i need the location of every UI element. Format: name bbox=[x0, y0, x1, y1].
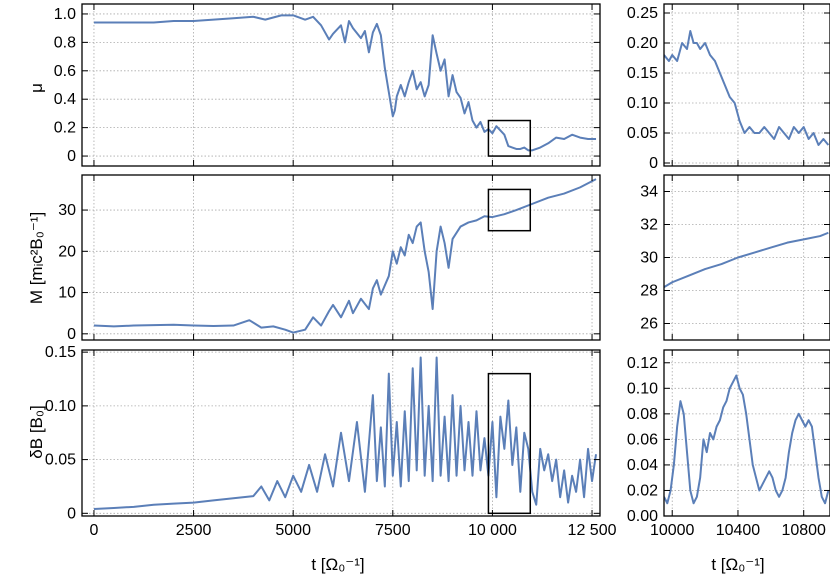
panel-frame bbox=[663, 3, 830, 167]
y-tick-label: 0.05 bbox=[627, 125, 658, 142]
x-tick-label: 10800 bbox=[781, 522, 826, 539]
x-tick-label: 0 bbox=[90, 522, 99, 539]
y-tick-label: 34 bbox=[640, 184, 658, 201]
y-tick-label: 0.10 bbox=[45, 398, 76, 415]
y-tick-label: 0.00 bbox=[627, 508, 658, 525]
y-tick-label: 0.08 bbox=[627, 406, 658, 423]
x-tick-label: 10 000 bbox=[468, 522, 517, 539]
series-line-dB_main bbox=[93, 356, 598, 511]
y-tick-label: 0.20 bbox=[627, 35, 658, 52]
y-tick-label: 0.15 bbox=[45, 344, 76, 361]
y-tick-label: 0.4 bbox=[54, 91, 76, 108]
series-line-mu_main bbox=[93, 14, 597, 152]
m-axis-title: M [mᵢc²B₀⁻¹] bbox=[27, 212, 46, 304]
y-tick-label: 26 bbox=[640, 316, 658, 333]
y-tick-label: 0.04 bbox=[627, 457, 658, 474]
panel-frame bbox=[81, 174, 601, 341]
panel-M_main: 0 10 20 30 bbox=[58, 174, 601, 343]
y-tick-label: 1.0 bbox=[54, 6, 76, 23]
inset-region-box bbox=[487, 119, 532, 157]
y-tick-label: 0 bbox=[67, 326, 76, 343]
main-x-axis-title: t [Ω₀⁻¹] bbox=[311, 555, 364, 574]
series-line-M_inset bbox=[664, 231, 829, 289]
panel-mu_main: 0 0.2 0.4 0.6 0.8 1.0 bbox=[54, 3, 601, 167]
y-tick-label: 0.05 bbox=[45, 452, 76, 469]
y-tick-label: 0.6 bbox=[54, 63, 76, 80]
inset-region-box bbox=[487, 188, 532, 232]
x-tick-label: 2500 bbox=[176, 522, 212, 539]
x-tick-label: 10400 bbox=[716, 522, 761, 539]
y-tick-label: 0.10 bbox=[627, 380, 658, 397]
y-tick-label: 0 bbox=[649, 155, 658, 172]
y-tick-label: 0.15 bbox=[627, 65, 658, 82]
x-tick-label: 7500 bbox=[375, 522, 411, 539]
y-tick-label: 0.8 bbox=[54, 34, 76, 51]
y-tick-label: 0.10 bbox=[627, 95, 658, 112]
y-tick-label: 0.06 bbox=[627, 431, 658, 448]
panel-dB_main: 0 2500 5000 7500 10 000 12 500 0 0.05 0.10 0.15 bbox=[45, 344, 617, 539]
inset-x-axis-title: t [Ω₀⁻¹] bbox=[711, 555, 764, 574]
db-axis-title: δB [B₀] bbox=[27, 405, 46, 458]
y-tick-label: 0.25 bbox=[627, 5, 658, 22]
y-tick-label: 0.12 bbox=[627, 355, 658, 372]
y-tick-label: 0.02 bbox=[627, 482, 658, 499]
x-tick-label: 12 500 bbox=[568, 522, 617, 539]
y-tick-label: 0 bbox=[67, 505, 76, 522]
series-line-dB_inset bbox=[664, 374, 830, 505]
y-tick-label: 10 bbox=[58, 285, 76, 302]
y-tick-label: 30 bbox=[58, 202, 76, 219]
mu-axis-title: μ bbox=[27, 83, 46, 93]
y-tick-label: 0.2 bbox=[54, 120, 76, 137]
inset-region-box bbox=[487, 372, 532, 515]
panel-dB_inset: 10000 10400 10800 0.00 0.02 0.04 0.06 0.08 0.10 0… bbox=[627, 349, 830, 539]
x-tick-label: 5000 bbox=[275, 522, 311, 539]
series-line-M_main bbox=[93, 178, 597, 334]
y-tick-label: 0 bbox=[67, 148, 76, 165]
series-line-mu_inset bbox=[664, 30, 830, 146]
y-tick-label: 32 bbox=[640, 217, 658, 234]
y-tick-label: 20 bbox=[58, 243, 76, 260]
x-tick-label: 10000 bbox=[650, 522, 695, 539]
y-tick-label: 30 bbox=[640, 250, 658, 267]
panel-frame bbox=[81, 349, 601, 517]
panel-frame bbox=[81, 3, 601, 167]
y-tick-label: 28 bbox=[640, 283, 658, 300]
panel-frame bbox=[663, 349, 830, 517]
panel-M_inset: 26 28 30 32 34 bbox=[640, 174, 830, 341]
panel-mu_inset: 0 0.05 0.10 0.15 0.20 0.25 bbox=[627, 3, 830, 172]
